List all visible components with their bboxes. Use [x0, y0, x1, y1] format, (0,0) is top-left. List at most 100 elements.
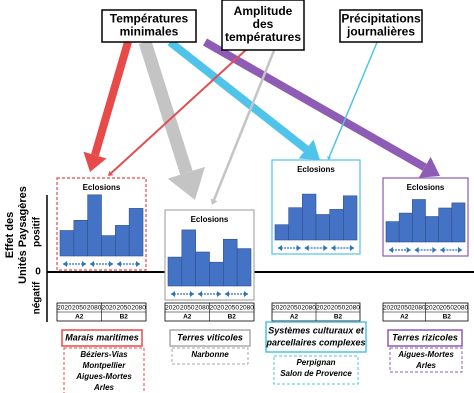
bar: [115, 225, 130, 257]
arrow-tip: [323, 245, 328, 251]
year-label: 2080: [239, 305, 254, 312]
arrow-tip: [244, 291, 248, 297]
arrow-shaft: [110, 47, 249, 174]
arrow-shaft: [91, 40, 132, 157]
scenario-label: B2: [120, 314, 129, 321]
arrow-shaft: [328, 39, 379, 158]
places-box: [389, 347, 463, 373]
place-label: Montpellier: [83, 361, 127, 370]
bar: [236, 248, 252, 287]
place-label: Narbonne: [191, 350, 229, 359]
arrow-tip: [117, 261, 121, 267]
place-label: Béziers-Vias: [80, 350, 128, 359]
bar: [315, 214, 330, 241]
place-label: Arles: [415, 361, 437, 370]
year-label: 2080: [411, 305, 426, 312]
landscape-label: parcellaires complexes: [265, 337, 365, 347]
arrow-tip: [389, 247, 393, 253]
arrow-tip: [278, 245, 282, 251]
year-label: 2050: [397, 305, 412, 312]
arrow-tip: [198, 291, 202, 297]
place-label: Aigues-Mortes: [75, 372, 132, 381]
arrow-tip: [217, 291, 221, 297]
arrow-tip: [458, 247, 462, 253]
bar: [329, 209, 344, 241]
arrow-head: [298, 139, 320, 160]
places-box: [273, 355, 359, 385]
bar: [412, 199, 426, 243]
year-label: 2050: [331, 305, 346, 312]
driver-box: [339, 9, 423, 43]
scenario-label: A2: [183, 314, 192, 321]
arrow-tip: [304, 245, 309, 251]
arrow-tip: [406, 247, 411, 253]
bar: [73, 220, 88, 257]
place-label: Arles: [93, 383, 115, 392]
panel-title: Eclosions: [297, 165, 335, 174]
landscape-box: [169, 329, 251, 347]
driver-label: minimales: [120, 25, 179, 39]
scenario-label: A2: [75, 314, 84, 321]
landscape-box: [387, 329, 463, 347]
axis-positive: positif: [32, 216, 43, 247]
driver-label: journalières: [346, 25, 415, 39]
driver-label: Amplitude: [234, 4, 293, 18]
arrow-head: [210, 198, 218, 205]
arrow-shaft: [203, 38, 427, 171]
year-label: 2020: [425, 305, 440, 312]
axis-label: Unités Paysagères: [17, 186, 29, 284]
scenario-label: A2: [290, 314, 299, 321]
arrow-head: [83, 151, 107, 172]
scenario-label: A2: [400, 314, 409, 321]
year-label: 2020: [57, 305, 72, 312]
landscape-label: Terres rizicoles: [392, 332, 458, 342]
year-label: 2050: [72, 305, 87, 312]
arrow-tip: [190, 291, 194, 297]
bar: [128, 208, 144, 257]
arrow-tip: [432, 247, 437, 253]
driver-box: [101, 9, 197, 43]
year-label: 2020: [102, 305, 117, 312]
bar: [181, 229, 196, 287]
bar: [451, 202, 466, 243]
driver-label: Précipitations: [341, 12, 421, 26]
driver-label: Températures: [110, 12, 189, 26]
arrow-head: [167, 166, 205, 200]
year-label: 2080: [454, 305, 469, 312]
arrow-tip: [440, 247, 445, 253]
driver-box: [221, 0, 305, 51]
year-label: 2050: [180, 305, 195, 312]
panel-title: Eclosions: [191, 215, 229, 224]
landscape-box: [265, 321, 367, 353]
year-label: 2050: [225, 305, 240, 312]
driver-label: températures: [225, 30, 301, 44]
bar: [209, 261, 224, 287]
bar: [195, 251, 210, 287]
arrow-tip: [296, 245, 301, 251]
place-label: Perpignan: [296, 358, 335, 367]
year-label: 2020: [383, 305, 398, 312]
arrow-head: [418, 156, 440, 178]
axis-zero: 0: [35, 267, 41, 278]
arrow-shaft: [167, 38, 309, 153]
places-box: [63, 347, 145, 393]
arrow-tip: [414, 247, 419, 253]
year-label: 2020: [316, 305, 331, 312]
landscape-label: Terres viticoles: [177, 332, 243, 342]
bar: [425, 216, 439, 243]
panel-title: Eclosions: [407, 183, 445, 192]
axis-negative: négatif: [32, 281, 43, 314]
bar: [167, 256, 183, 287]
arrow-tip: [109, 261, 113, 267]
arrow-tip: [82, 261, 86, 267]
landscape-label: Marais maritimes: [65, 332, 139, 342]
year-label: 2080: [345, 305, 360, 312]
places-box: [171, 347, 249, 365]
landscape-box: [61, 329, 143, 347]
bar: [343, 195, 358, 241]
year-label: 2020: [272, 305, 287, 312]
bar: [223, 238, 238, 287]
arrow-tip: [136, 261, 140, 267]
scenario-label: B2: [334, 314, 343, 321]
